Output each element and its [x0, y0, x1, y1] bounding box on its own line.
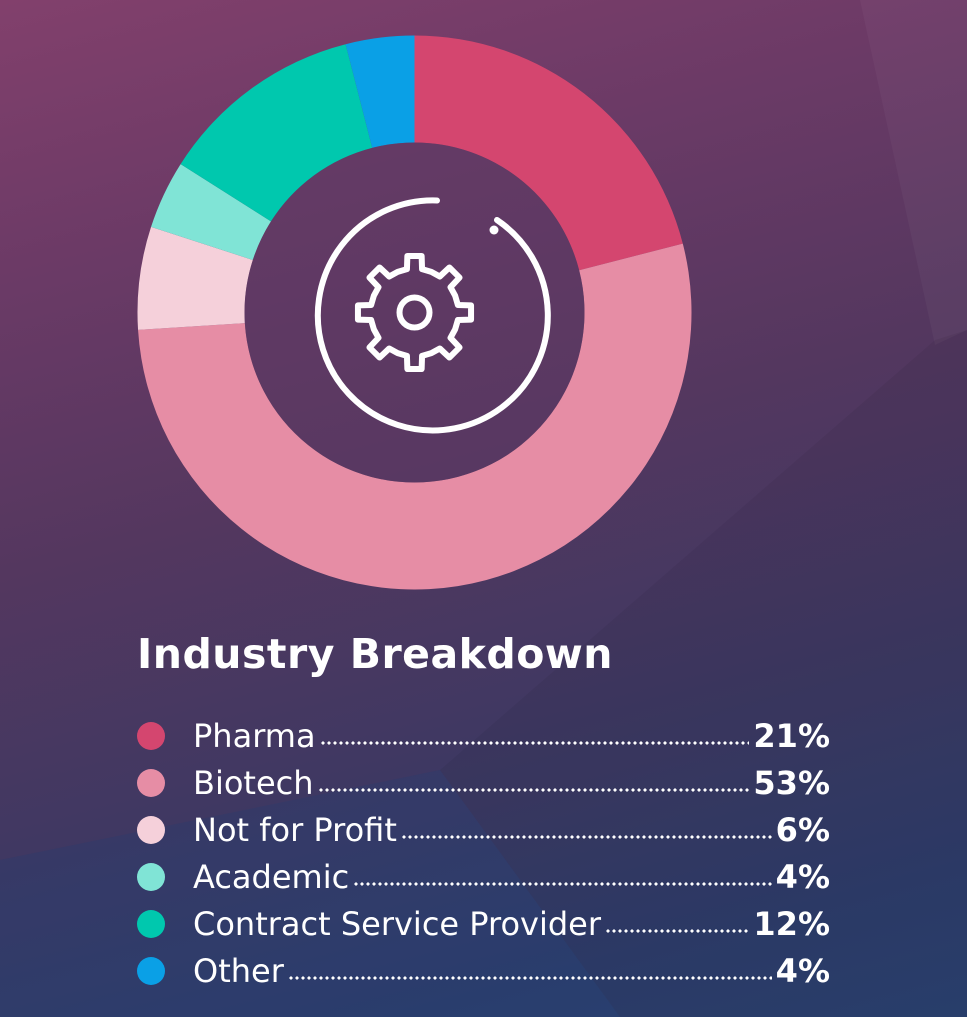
donut-chart: [137, 35, 692, 590]
chart-title: Industry Breakdown: [137, 630, 613, 678]
legend-dot-leader: [287, 974, 772, 982]
legend-label: Contract Service Provider: [193, 904, 602, 943]
legend-label: Pharma: [193, 716, 316, 755]
donut-slice-contract-service-provider: [180, 44, 373, 222]
legend-label: Other: [193, 951, 284, 990]
donut-slices: [137, 35, 692, 590]
legend-swatch: [137, 862, 165, 891]
legend-item-biotech: Biotech 53%: [137, 759, 830, 806]
donut-slice-academic: [151, 164, 271, 260]
donut-slice-biotech: [138, 243, 692, 590]
legend-item-academic: Academic 4%: [137, 853, 830, 900]
gear-icon: [314, 197, 551, 434]
donut-slice-pharma: [414, 35, 683, 271]
legend-label: Biotech: [193, 763, 314, 802]
legend-item-contract-service-provider: Contract Service Provider 12%: [137, 900, 830, 947]
legend-swatch: [137, 768, 165, 797]
legend-item-not-for-profit: Not for Profit 6%: [137, 806, 830, 853]
legend-dot-leader: [317, 786, 750, 794]
legend-swatch: [137, 815, 165, 844]
legend-value: 21%: [753, 716, 830, 755]
legend-label: Not for Profit: [193, 810, 397, 849]
legend-value: 4%: [775, 857, 830, 896]
legend-dot-leader: [353, 880, 772, 888]
legend-item-pharma: Pharma 21%: [137, 712, 830, 759]
donut-slice-not-for-profit: [137, 226, 253, 330]
legend-value: 4%: [775, 951, 830, 990]
legend-value: 53%: [753, 763, 830, 802]
legend-swatch: [137, 909, 165, 938]
legend: Pharma 21% Biotech 53% Not for Profit 6% Acade…: [137, 712, 830, 994]
legend-value: 12%: [753, 904, 830, 943]
legend-dot-leader: [605, 927, 750, 935]
donut-slice-other: [345, 35, 415, 148]
legend-label: Academic: [193, 857, 350, 896]
donut-chart-svg: [137, 35, 692, 590]
legend-item-other: Other 4%: [137, 947, 830, 994]
legend-swatch: [137, 956, 165, 985]
legend-dot-leader: [400, 833, 772, 841]
legend-swatch: [137, 721, 165, 750]
donut-hole: [244, 142, 585, 483]
legend-dot-leader: [319, 739, 750, 747]
legend-value: 6%: [775, 810, 830, 849]
